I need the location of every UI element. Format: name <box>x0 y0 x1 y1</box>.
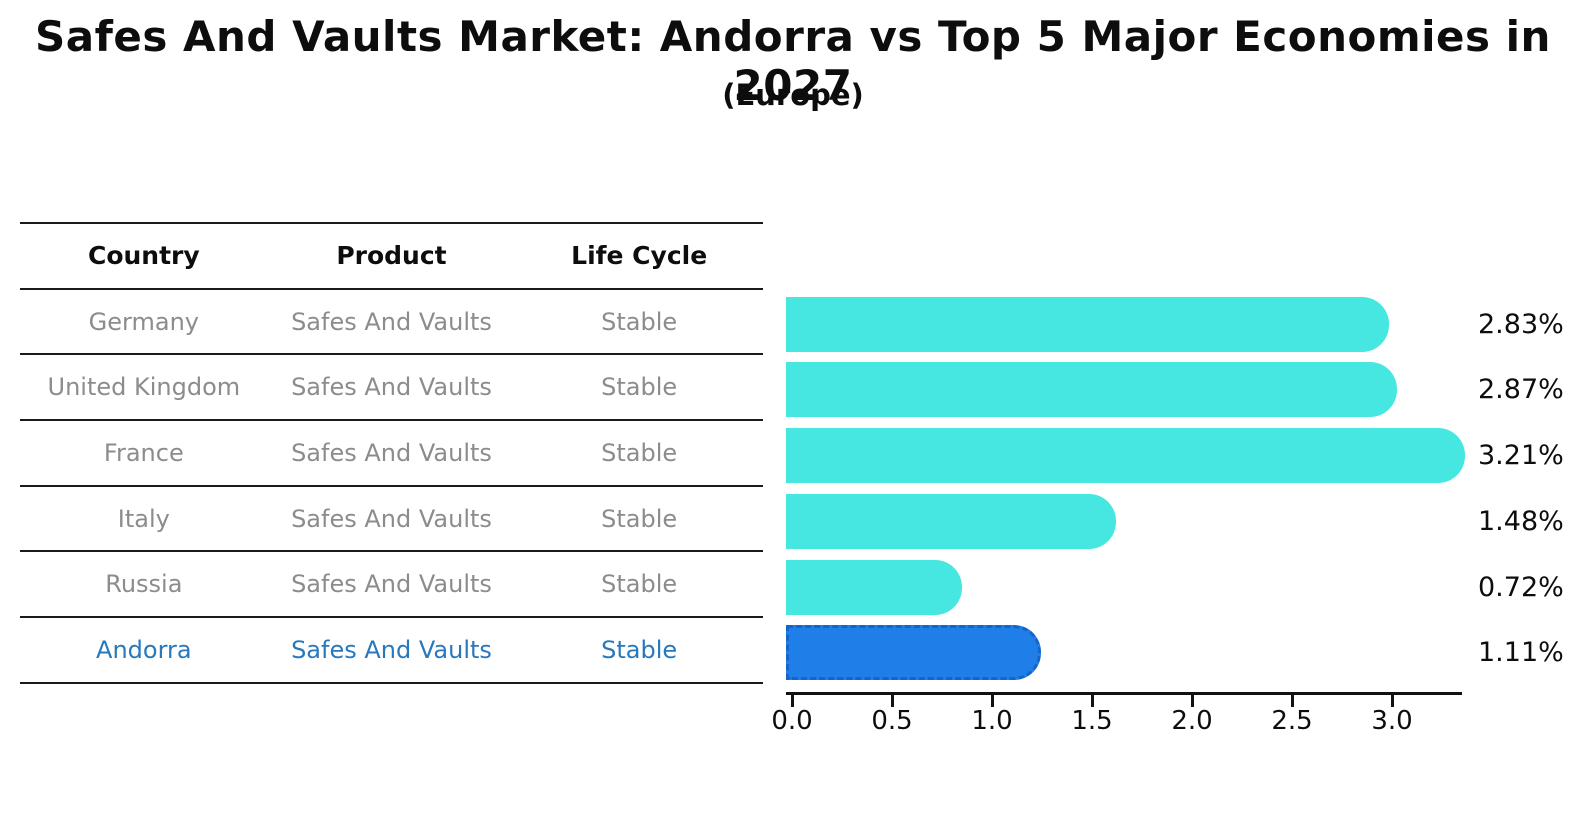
table-row: Germany Safes And Vaults Stable <box>20 288 763 356</box>
bar-russia <box>786 559 963 615</box>
life-cycle-cell: Stable <box>515 354 763 422</box>
bar-value-label: 0.72% <box>1478 571 1564 603</box>
country-cell: United Kingdom <box>20 354 268 422</box>
bar-value-label: 1.11% <box>1478 637 1564 669</box>
country-cell: Germany <box>20 288 268 356</box>
x-tick-mark <box>1391 695 1394 707</box>
column-header-country: Country <box>20 222 268 290</box>
product-cell: Safes And Vaults <box>267 288 516 356</box>
x-axis-line <box>786 692 1462 695</box>
bar-value-label: 3.21% <box>1478 440 1564 472</box>
table-row: Russia Safes And Vaults Stable <box>20 551 763 619</box>
column-header-product: Product <box>267 222 516 290</box>
x-tick-label: 0.5 <box>871 706 913 736</box>
product-cell: Safes And Vaults <box>267 617 516 684</box>
product-cell: Safes And Vaults <box>267 551 516 619</box>
table-row: United Kingdom Safes And Vaults Stable <box>20 354 763 422</box>
bar-value-label: 2.83% <box>1478 308 1564 340</box>
country-cell: Italy <box>20 485 268 553</box>
x-tick-label: 2.5 <box>1271 706 1313 736</box>
x-tick-label: 0.0 <box>771 706 813 736</box>
life-cycle-cell: Stable <box>515 617 763 684</box>
product-cell: Safes And Vaults <box>267 485 516 553</box>
x-tick-mark <box>891 695 894 707</box>
x-tick-label: 2.0 <box>1171 706 1213 736</box>
bar-united-kingdom <box>786 362 1397 418</box>
country-cell: France <box>20 420 268 487</box>
product-cell: Safes And Vaults <box>267 420 516 487</box>
bar-france <box>786 428 1466 484</box>
table-row-andorra: Andorra Safes And Vaults Stable <box>20 617 763 684</box>
x-tick-mark <box>1291 695 1294 707</box>
chart-subtitle: (Europe) <box>722 78 864 112</box>
chart-title: Safes And Vaults Market: Andorra vs Top … <box>35 12 1551 110</box>
product-cell: Safes And Vaults <box>267 354 516 422</box>
table-row: France Safes And Vaults Stable <box>20 420 763 487</box>
bar-italy <box>786 493 1116 549</box>
x-tick-mark <box>791 695 794 707</box>
country-cell: Andorra <box>20 617 268 684</box>
bar-andorra-highlighted <box>786 625 1042 681</box>
bar-germany <box>786 296 1389 352</box>
life-cycle-cell: Stable <box>515 420 763 487</box>
table-row: Italy Safes And Vaults Stable <box>20 485 763 553</box>
x-tick-label: 3.0 <box>1371 706 1413 736</box>
x-tick-mark <box>1091 695 1094 707</box>
life-cycle-cell: Stable <box>515 551 763 619</box>
bar-value-label: 1.48% <box>1478 505 1564 537</box>
x-tick-label: 1.5 <box>1071 706 1113 736</box>
x-tick-mark <box>1191 695 1194 707</box>
x-tick-mark <box>991 695 994 707</box>
column-header-life-cycle: Life Cycle <box>515 222 763 290</box>
x-tick-label: 1.0 <box>971 706 1013 736</box>
bar-value-label: 2.87% <box>1478 374 1564 406</box>
life-cycle-cell: Stable <box>515 288 763 356</box>
country-info-table: Country Product Life Cycle Germany Safes… <box>20 222 763 684</box>
country-cell: Russia <box>20 551 268 619</box>
life-cycle-cell: Stable <box>515 485 763 553</box>
table-header-row: Country Product Life Cycle <box>20 222 763 290</box>
